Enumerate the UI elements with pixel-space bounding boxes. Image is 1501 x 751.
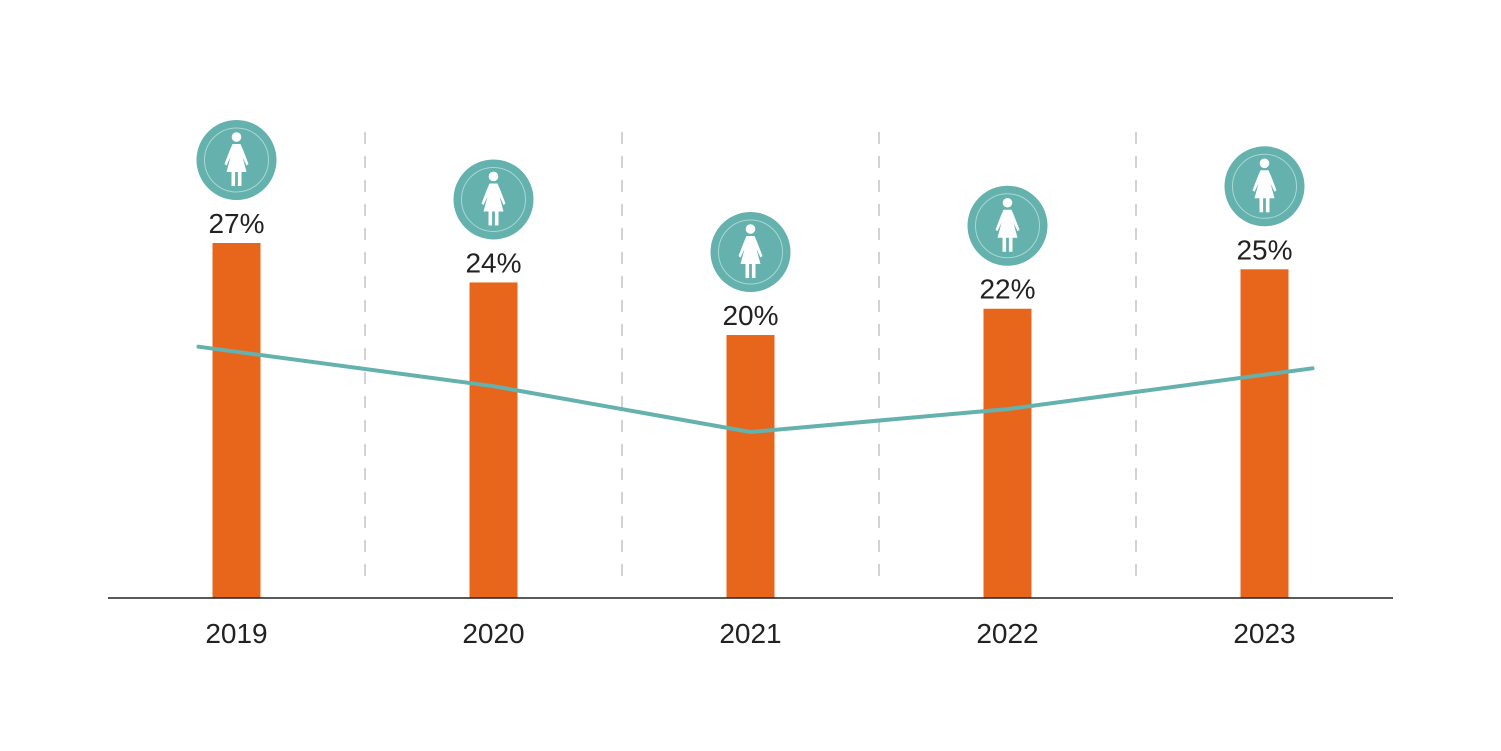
bar-2019 — [212, 243, 261, 598]
value-label: 27% — [208, 208, 264, 239]
female-person-icon — [1224, 146, 1305, 227]
bar-series — [212, 243, 1289, 598]
bar-2021 — [726, 335, 775, 598]
value-label: 22% — [979, 274, 1035, 305]
trend-line-group — [196, 344, 1315, 434]
x-tick-label: 2021 — [719, 618, 781, 649]
x-tick-label: 2023 — [1233, 618, 1295, 649]
x-tick-label: 2019 — [205, 618, 267, 649]
female-person-icon — [196, 120, 277, 200]
value-label: 25% — [1236, 234, 1292, 265]
value-label: 24% — [465, 247, 521, 278]
female-person-icon — [710, 212, 791, 293]
trend-line — [196, 344, 1315, 434]
female-person-icon — [967, 185, 1048, 266]
x-tick-label: 2022 — [976, 618, 1038, 649]
bar-2022 — [983, 308, 1032, 598]
x-tick-label: 2020 — [462, 618, 524, 649]
bar-2023 — [1240, 269, 1289, 598]
bar-2020 — [469, 282, 518, 598]
x-tick-labels: 2019 2020 2021 2022 2023 — [205, 618, 1295, 649]
value-labels: 27% 24% 20% 22% 25% — [208, 208, 1292, 331]
value-label: 20% — [722, 300, 778, 331]
icon-markers — [196, 120, 1305, 293]
grid-separators — [364, 132, 1137, 586]
female-person-icon — [453, 159, 534, 240]
